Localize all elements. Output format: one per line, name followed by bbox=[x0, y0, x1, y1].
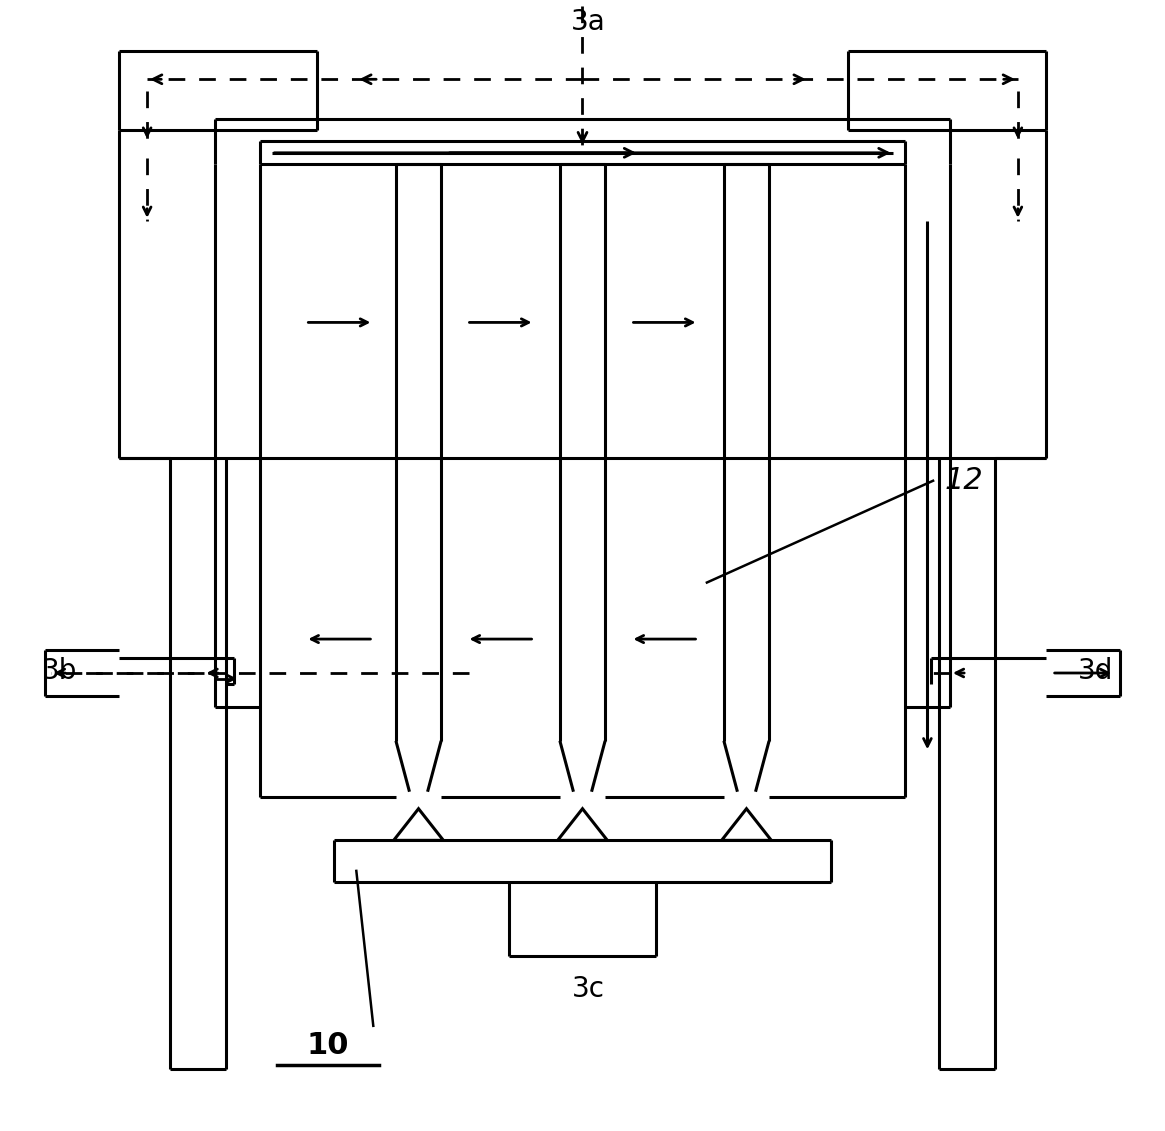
Text: 10: 10 bbox=[306, 1031, 350, 1061]
Text: 3c: 3c bbox=[572, 975, 605, 1003]
Text: 3a: 3a bbox=[571, 8, 606, 36]
Text: 12: 12 bbox=[945, 466, 983, 495]
Text: 3b: 3b bbox=[42, 657, 77, 684]
Text: 3d: 3d bbox=[1078, 657, 1114, 684]
